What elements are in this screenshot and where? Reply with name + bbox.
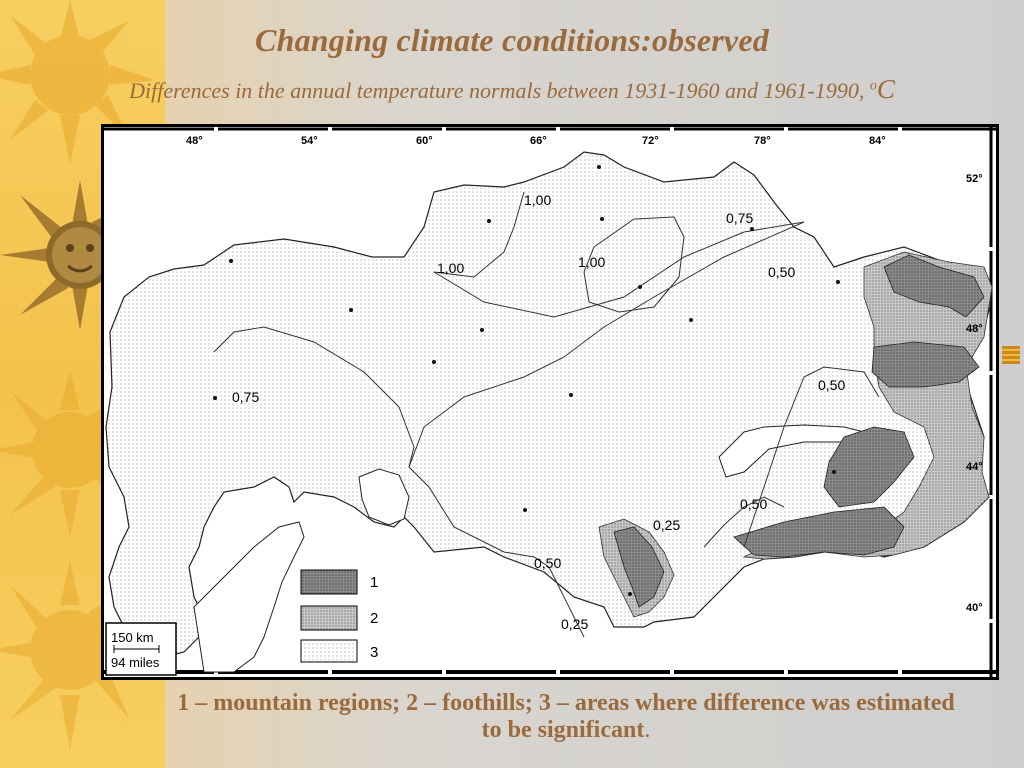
map-legend: 1 2 3 — [300, 569, 378, 663]
isoline-label: 0,50 — [534, 555, 561, 571]
map-frame-ticks — [104, 127, 996, 677]
latitude-label: 48° — [966, 323, 983, 335]
aral-sea — [358, 468, 410, 526]
mountain-region-tianshan — [733, 506, 905, 558]
foothills-region-east — [742, 251, 993, 560]
mountain-region-altai — [883, 254, 985, 318]
isoline-label: 0,50 — [818, 377, 845, 393]
legend-swatch-significant — [300, 639, 358, 663]
slide-subtitle: Differences in the annual temperature no… — [0, 74, 1024, 105]
longitude-label: 84° — [869, 135, 886, 147]
caspian-sea — [193, 521, 305, 673]
longitude-labels: 48° 54° 60° 66° 72° 78° 84° — [186, 135, 886, 147]
latitude-labels: 52° 48° 44° 40° — [966, 173, 983, 614]
isoline-label: 0,50 — [768, 264, 795, 280]
map-caption: 1 – mountain regions; 2 – foothills; 3 –… — [166, 690, 966, 744]
longitude-label: 60° — [416, 135, 433, 147]
degree-symbol: o — [869, 78, 877, 94]
isoline-label: 1,00 — [578, 254, 605, 270]
legend-label: 1 — [370, 574, 378, 591]
mountain-region-dzungar — [823, 426, 915, 508]
isoline-label: 0,25 — [653, 517, 680, 533]
subtitle-text: Differences in the annual temperature no… — [129, 78, 870, 103]
longitude-label: 72° — [642, 135, 659, 147]
kazakhstan-temperature-map: 48° 54° 60° 66° 72° 78° 84° 52° 48° 44° … — [101, 124, 999, 680]
latitude-label: 40° — [966, 602, 983, 614]
scale-km-label: 150 km — [111, 630, 154, 645]
isoline-label: 0,75 — [726, 210, 753, 226]
isolines — [213, 191, 880, 638]
isoline-label: 1,00 — [437, 260, 464, 276]
longitude-label: 66° — [530, 135, 547, 147]
longitude-label: 54° — [301, 135, 318, 147]
longitude-label: 78° — [754, 135, 771, 147]
latitude-label: 52° — [966, 173, 983, 185]
mountain-region-karatau — [613, 526, 665, 608]
isoline-label: 1,00 — [524, 192, 551, 208]
slide-navigation-marker-icon[interactable] — [1002, 346, 1020, 364]
isoline-label: 0,50 — [740, 496, 767, 512]
legend-label: 2 — [370, 610, 378, 627]
mountain-region-tarbagatai — [871, 341, 980, 388]
latitude-label: 44° — [966, 461, 983, 473]
legend-swatch-foothills — [300, 605, 358, 631]
legend-label: 3 — [370, 644, 378, 661]
isoline-label: 0,75 — [232, 389, 259, 405]
caption-text: 1 – mountain regions; 2 – foothills; 3 –… — [177, 690, 955, 743]
slide-title: Changing climate conditions:observed — [255, 22, 769, 58]
scale-bar: 150 km 94 miles — [105, 622, 177, 676]
scale-miles-label: 94 miles — [111, 655, 160, 670]
unit-celsius: C — [876, 74, 895, 104]
longitude-label: 48° — [186, 135, 203, 147]
isoline-label: 0,25 — [561, 616, 588, 632]
isoline-labels: 1,00 1,00 1,00 0,75 0,50 0,75 0,50 0,50 … — [232, 192, 845, 632]
sun-icon — [0, 0, 155, 165]
caption-period: . — [644, 717, 651, 743]
sun-icon — [0, 560, 160, 750]
legend-swatch-mountain — [300, 569, 358, 595]
city-points — [213, 165, 840, 596]
